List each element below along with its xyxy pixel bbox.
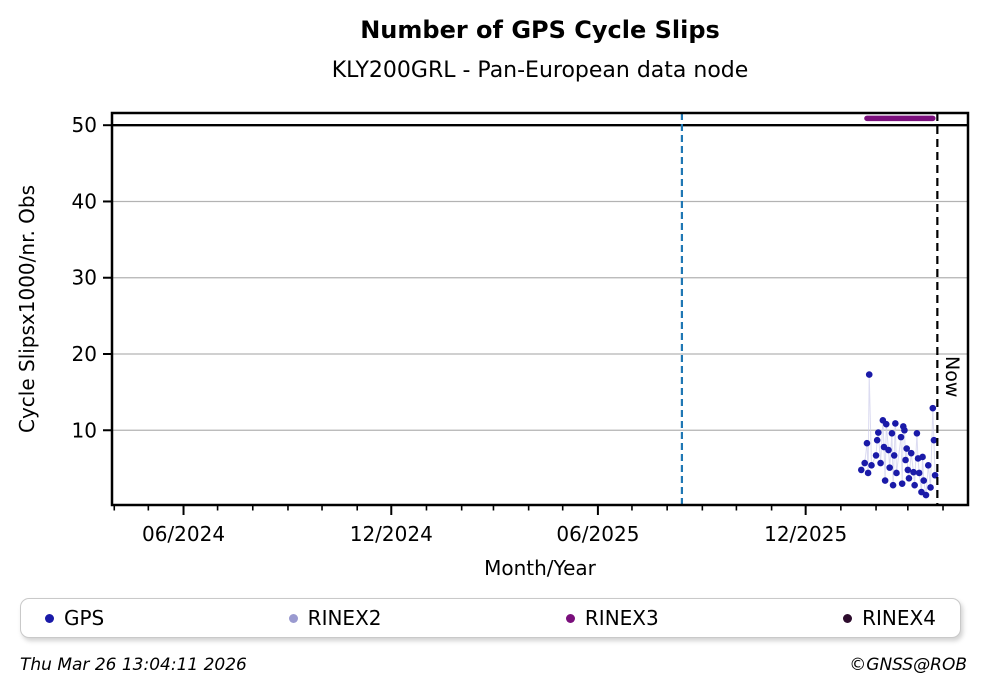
svg-text:10: 10 (72, 418, 97, 442)
generation-timestamp: Thu Mar 26 13:04:11 2026 (20, 655, 247, 675)
svg-text:06/2025: 06/2025 (556, 522, 639, 546)
chart-canvas: 10 20 30 40 50 06/2024 12/2024 06/2025 12/2025 C… (15, 111, 970, 580)
legend-label-rinex2: RINEX2 (307, 606, 382, 630)
chart-legend: GPS RINEX2 RINEX3 RINEX4 (20, 598, 961, 638)
chart-subtitle: KLY200GRL - Pan-European data node (331, 58, 749, 83)
svg-text:30: 30 (72, 266, 97, 290)
svg-text:06/2024: 06/2024 (142, 522, 225, 546)
chart-title: Number of GPS Cycle Slips (360, 16, 720, 44)
legend-item-rinex2: RINEX2 (288, 606, 382, 630)
gps-marker-icon (45, 613, 54, 623)
rinex2-marker-icon (288, 613, 298, 623)
now-line-label: Now (941, 356, 963, 397)
y-axis-label: Cycle Slipsx1000/nr. Obs (15, 185, 39, 433)
legend-label-rinex4: RINEX4 (862, 606, 936, 630)
svg-text:50: 50 (72, 113, 97, 137)
rinex4-marker-icon (843, 613, 853, 623)
legend-item-rinex4: RINEX4 (843, 606, 936, 630)
copyright-credit: ©GNSS@ROB (849, 655, 967, 675)
rinex3-marker-icon (565, 613, 575, 623)
legend-item-rinex3: RINEX3 (565, 606, 659, 630)
x-axis-label: Month/Year (484, 556, 597, 580)
legend-item-gps: GPS (45, 606, 104, 630)
legend-label-gps: GPS (64, 606, 105, 630)
legend-label-rinex3: RINEX3 (584, 606, 659, 630)
svg-text:40: 40 (72, 189, 97, 213)
svg-text:12/2025: 12/2025 (764, 522, 847, 546)
svg-text:20: 20 (72, 342, 97, 366)
chart-layers: 10 20 30 40 50 06/2024 12/2024 06/2025 12/2025 (72, 111, 970, 546)
svg-text:12/2024: 12/2024 (350, 522, 433, 546)
